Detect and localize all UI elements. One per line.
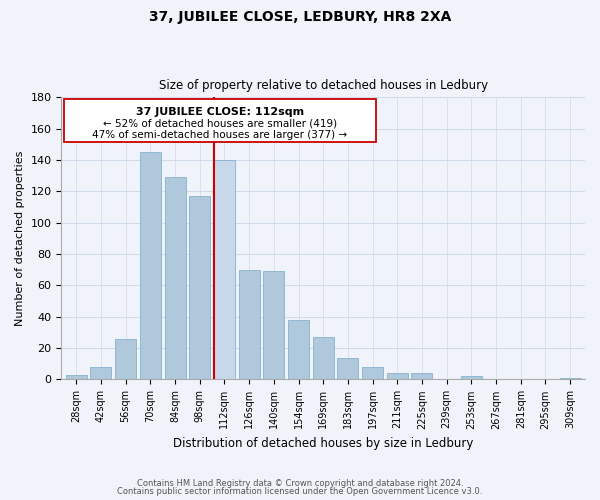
Bar (387, 373, 408, 380)
Text: Contains public sector information licensed under the Open Government Licence v3: Contains public sector information licen… (118, 487, 482, 496)
Bar (313, 337, 334, 380)
Bar (362, 367, 383, 380)
FancyBboxPatch shape (64, 98, 376, 142)
Bar (560, 378, 581, 380)
Bar (461, 376, 482, 380)
Bar (164, 178, 185, 380)
X-axis label: Distribution of detached houses by size in Ledbury: Distribution of detached houses by size … (173, 437, 473, 450)
Bar (189, 196, 210, 380)
Text: 47% of semi-detached houses are larger (377) →: 47% of semi-detached houses are larger (… (92, 130, 347, 140)
Text: 37 JUBILEE CLOSE: 112sqm: 37 JUBILEE CLOSE: 112sqm (136, 107, 304, 117)
Bar (214, 160, 235, 380)
Title: Size of property relative to detached houses in Ledbury: Size of property relative to detached ho… (158, 79, 488, 92)
Bar (412, 373, 433, 380)
Bar (288, 320, 309, 380)
Bar (66, 374, 87, 380)
Text: 37, JUBILEE CLOSE, LEDBURY, HR8 2XA: 37, JUBILEE CLOSE, LEDBURY, HR8 2XA (149, 10, 451, 24)
Bar (140, 152, 161, 380)
Bar (115, 338, 136, 380)
Bar (337, 358, 358, 380)
Y-axis label: Number of detached properties: Number of detached properties (15, 150, 25, 326)
Bar (263, 272, 284, 380)
Text: Contains HM Land Registry data © Crown copyright and database right 2024.: Contains HM Land Registry data © Crown c… (137, 478, 463, 488)
Text: ← 52% of detached houses are smaller (419): ← 52% of detached houses are smaller (41… (103, 118, 337, 128)
Bar (91, 367, 112, 380)
Bar (239, 270, 260, 380)
